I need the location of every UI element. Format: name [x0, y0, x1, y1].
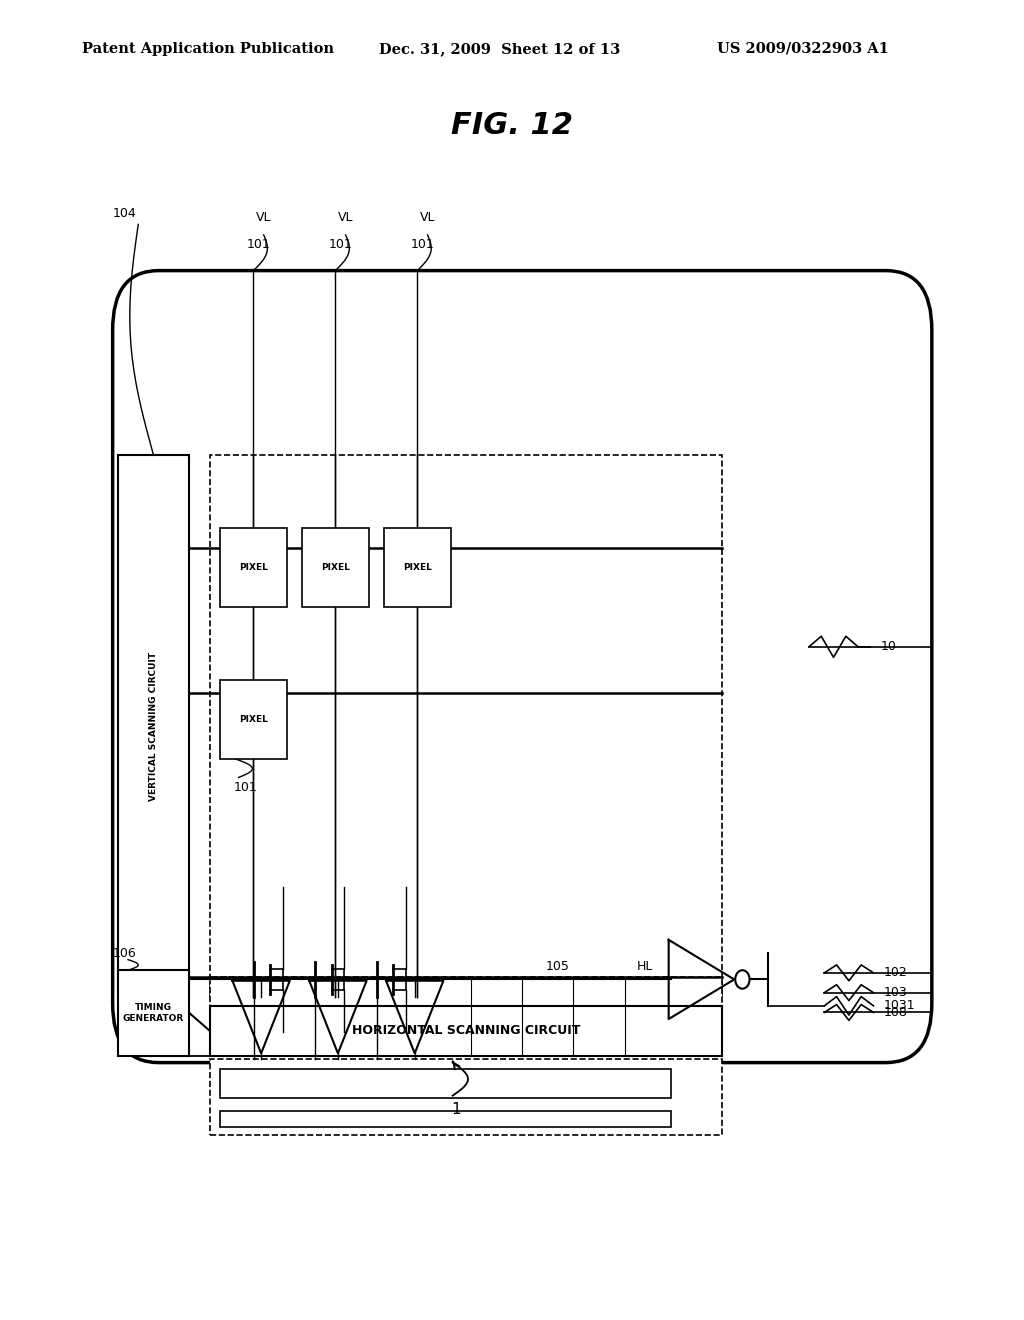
Text: 108: 108 — [884, 1006, 907, 1019]
Text: HORIZONTAL SCANNING CIRCUIT: HORIZONTAL SCANNING CIRCUIT — [351, 1024, 581, 1038]
Text: 1: 1 — [451, 1102, 461, 1117]
Text: US 2009/0322903 A1: US 2009/0322903 A1 — [717, 42, 889, 55]
Bar — [220, 680, 287, 759]
Text: FIG. 12: FIG. 12 — [451, 111, 573, 140]
Text: 10: 10 — [881, 640, 897, 653]
Text: 101: 101 — [329, 238, 352, 251]
FancyBboxPatch shape — [113, 271, 932, 1063]
Text: Patent Application Publication: Patent Application Publication — [82, 42, 334, 55]
Text: VL: VL — [420, 211, 435, 224]
Bar — [118, 455, 189, 997]
Text: 102: 102 — [884, 966, 907, 979]
Text: 104: 104 — [113, 207, 136, 220]
Text: PIXEL: PIXEL — [321, 564, 350, 572]
Text: TIMING
GENERATOR: TIMING GENERATOR — [123, 1003, 184, 1023]
Bar — [220, 1111, 671, 1127]
Text: 103: 103 — [884, 986, 907, 999]
Text: VL: VL — [338, 211, 353, 224]
Bar — [384, 528, 451, 607]
Text: 105: 105 — [546, 960, 570, 973]
Text: 106: 106 — [113, 946, 136, 960]
Text: PIXEL: PIXEL — [239, 564, 268, 572]
Text: Dec. 31, 2009  Sheet 12 of 13: Dec. 31, 2009 Sheet 12 of 13 — [379, 42, 621, 55]
Text: PIXEL: PIXEL — [402, 564, 432, 572]
Bar — [220, 1069, 671, 1098]
Bar — [210, 1059, 722, 1135]
Bar — [220, 528, 287, 607]
Bar — [118, 970, 189, 1056]
Bar — [210, 977, 722, 1056]
Text: 1031: 1031 — [884, 999, 915, 1012]
Text: 101: 101 — [233, 781, 257, 795]
Text: 101: 101 — [411, 238, 434, 251]
Text: PIXEL: PIXEL — [239, 715, 268, 723]
Text: VL: VL — [256, 211, 271, 224]
Text: 101: 101 — [247, 238, 270, 251]
Bar — [302, 528, 369, 607]
Bar — [210, 1006, 722, 1056]
Bar — [210, 455, 722, 997]
Text: VERTICAL SCANNING CIRCUIT: VERTICAL SCANNING CIRCUIT — [150, 652, 158, 800]
Text: HL: HL — [637, 960, 653, 973]
